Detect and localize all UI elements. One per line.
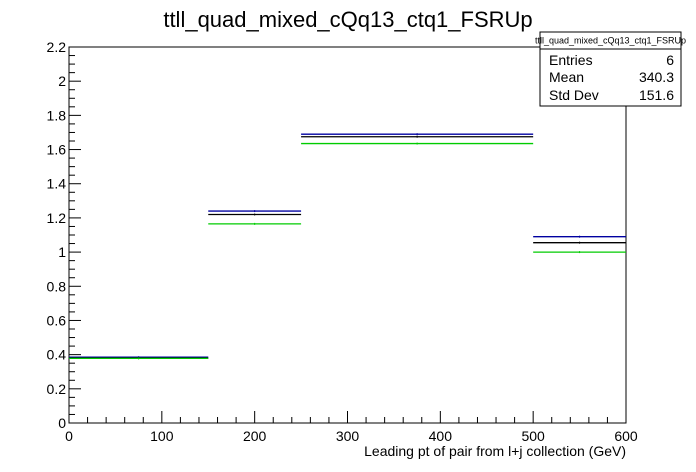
x-tick-label: 400 [429, 428, 453, 444]
x-tick-label: 100 [150, 428, 174, 444]
series-2 [69, 142, 626, 360]
y-tick-label: 0.2 [47, 381, 67, 397]
y-tick-label: 1 [58, 244, 66, 260]
histogram-series [69, 133, 626, 360]
y-tick-label: 1.6 [47, 142, 67, 158]
series-0 [69, 133, 626, 359]
y-tick-label: 1.2 [47, 210, 67, 226]
y-axis: 0 0.2 0.4 0.6 0.8 1 1.2 1.4 1.6 1.8 2 2.2 [47, 39, 81, 431]
stats-entries-value: 6 [666, 52, 674, 68]
stats-stddev-label: Std Dev [549, 87, 599, 103]
stats-mean-value: 340.3 [639, 69, 674, 85]
stats-box-frame [539, 31, 682, 107]
stats-stddev-value: 151.6 [639, 87, 674, 103]
stats-box-title: ttll_quad_mixed_cQq13_ctq1_FSRUp [535, 36, 686, 46]
x-axis: 0 100 200 300 400 500 600 [65, 411, 638, 444]
x-tick-label: 200 [243, 428, 267, 444]
x-tick-label: 300 [336, 428, 360, 444]
x-tick-label: 600 [614, 428, 638, 444]
y-tick-label: 1.8 [47, 107, 67, 123]
stats-box: ttll_quad_mixed_cQq13_ctq1_FSRUp Entries… [535, 31, 686, 107]
chart-title: ttll_quad_mixed_cQq13_ctq1_FSRUp [163, 7, 532, 32]
y-tick-label: 0.6 [47, 312, 67, 328]
y-tick-label: 0.4 [47, 347, 67, 363]
series-1 [69, 135, 626, 360]
y-tick-label: 0.8 [47, 278, 67, 294]
y-tick-label: 2 [58, 73, 66, 89]
x-axis-title: Leading pt of pair from l+j collection (… [364, 443, 626, 459]
x-tick-label: 0 [65, 428, 73, 444]
stats-entries-label: Entries [549, 52, 593, 68]
y-tick-label: 1.4 [47, 176, 67, 192]
y-tick-label: 2.2 [47, 39, 67, 55]
stats-mean-label: Mean [549, 69, 584, 85]
x-tick-label: 500 [521, 428, 545, 444]
y-tick-label: 0 [58, 415, 66, 431]
